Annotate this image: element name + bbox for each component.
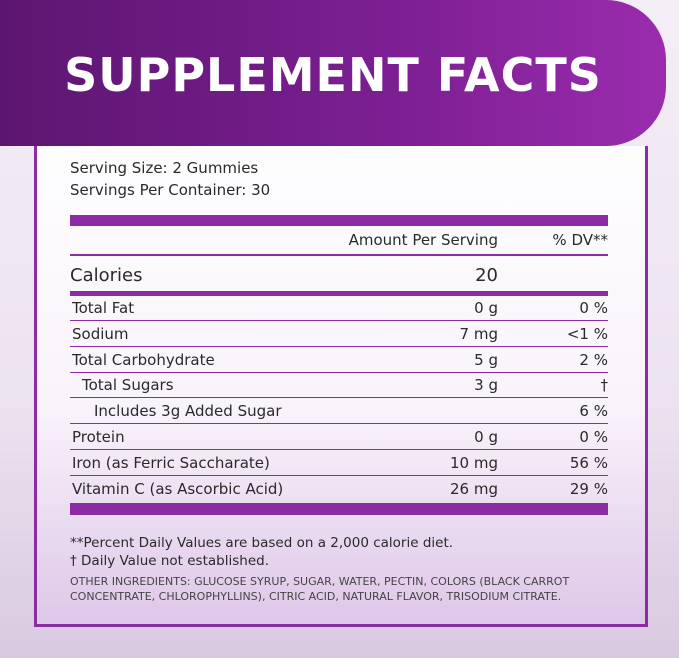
- calories-label: Calories: [70, 265, 143, 286]
- servings-per-container: Servings Per Container: 30: [70, 181, 271, 199]
- rule: [70, 291, 608, 296]
- rule: [70, 449, 608, 450]
- calories-amount: 20: [475, 265, 498, 286]
- nutrient-dv: †: [600, 376, 609, 395]
- rule: [70, 254, 608, 256]
- rule: [70, 397, 608, 399]
- column-header: % DV**: [552, 231, 608, 249]
- nutrient-amount: 0 g: [474, 299, 498, 317]
- footnote: † Daily Value not established.: [70, 553, 269, 569]
- nutrient-amount: 5 g: [474, 350, 498, 369]
- nutrient-name: Protein: [72, 428, 125, 446]
- nutrient-name: Includes 3g Added Sugar: [94, 402, 282, 421]
- nutrient-dv: 56 %: [569, 453, 608, 472]
- title: SUPPLEMENT FACTS: [64, 48, 602, 102]
- ingredients: OTHER INGREDIENTS: GLUCOSE SYRUP, SUGAR,…: [70, 575, 570, 603]
- nutrient-amount: 7 mg: [459, 324, 498, 343]
- nutrient-amount: 3 g: [474, 376, 498, 395]
- rule: [70, 345, 608, 347]
- nutrient-name: Total Fat: [72, 299, 135, 317]
- header-banner: [0, 0, 666, 146]
- rule: [70, 371, 608, 373]
- footnote: **Percent Daily Values are based on a 2,…: [70, 535, 454, 551]
- nutrient-dv: 0 %: [579, 299, 608, 317]
- nutrient-name: Total Sugars: [82, 376, 174, 395]
- nutrient-dv: <1 %: [566, 324, 608, 343]
- nutrient-name: Sodium: [72, 324, 129, 343]
- rule: [70, 423, 608, 425]
- nutrient-dv: 2 %: [579, 350, 608, 369]
- nutrient-name: Iron (as Ferric Saccharate): [72, 453, 270, 472]
- nutrient-dv: 6 %: [579, 402, 608, 421]
- thick-rule: [70, 215, 608, 226]
- nutrient-dv: 0 %: [579, 428, 608, 446]
- serving-size: Serving Size: 2 Gummies: [70, 159, 259, 177]
- nutrient-dv: 29 %: [569, 479, 608, 498]
- nutrient-amount: 26 mg: [450, 479, 498, 498]
- facts-panel: [34, 146, 648, 627]
- nutrient-amount: 0 g: [474, 428, 498, 446]
- nutrient-amount: 10 mg: [450, 453, 498, 472]
- thick-rule: [70, 503, 608, 515]
- nutrient-name: Vitamin C (as Ascorbic Acid): [72, 479, 284, 498]
- rule: [70, 320, 608, 321]
- rule: [70, 474, 608, 476]
- column-header: Amount Per Serving: [348, 231, 498, 249]
- nutrient-name: Total Carbohydrate: [72, 350, 215, 369]
